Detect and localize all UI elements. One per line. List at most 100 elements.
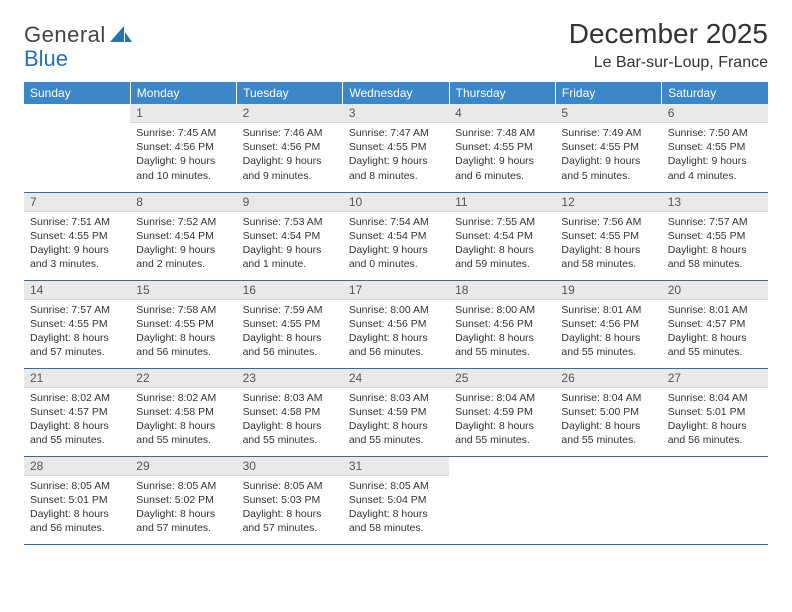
calendar-day-cell: 28Sunrise: 8:05 AMSunset: 5:01 PMDayligh…: [24, 456, 130, 544]
calendar-week-row: 21Sunrise: 8:02 AMSunset: 4:57 PMDayligh…: [24, 368, 768, 456]
calendar-week-row: 7Sunrise: 7:51 AMSunset: 4:55 PMDaylight…: [24, 192, 768, 280]
weekday-header: Wednesday: [343, 82, 449, 104]
calendar-day-cell: 2Sunrise: 7:46 AMSunset: 4:56 PMDaylight…: [237, 104, 343, 192]
day-number: 27: [662, 369, 768, 388]
day-details: Sunrise: 8:04 AMSunset: 5:00 PMDaylight:…: [555, 388, 661, 452]
calendar-day-cell: 21Sunrise: 8:02 AMSunset: 4:57 PMDayligh…: [24, 368, 130, 456]
day-details: Sunrise: 7:45 AMSunset: 4:56 PMDaylight:…: [130, 123, 236, 187]
calendar-day-cell: 20Sunrise: 8:01 AMSunset: 4:57 PMDayligh…: [662, 280, 768, 368]
day-number: 25: [449, 369, 555, 388]
calendar-day-cell: 29Sunrise: 8:05 AMSunset: 5:02 PMDayligh…: [130, 456, 236, 544]
day-details: Sunrise: 8:02 AMSunset: 4:58 PMDaylight:…: [130, 388, 236, 452]
day-details: Sunrise: 7:57 AMSunset: 4:55 PMDaylight:…: [662, 212, 768, 276]
month-title: December 2025: [569, 18, 768, 50]
calendar-day-cell: 9Sunrise: 7:53 AMSunset: 4:54 PMDaylight…: [237, 192, 343, 280]
day-number: 12: [555, 193, 661, 212]
day-details: Sunrise: 8:03 AMSunset: 4:58 PMDaylight:…: [237, 388, 343, 452]
day-details: Sunrise: 8:05 AMSunset: 5:02 PMDaylight:…: [130, 476, 236, 540]
day-number: 4: [449, 104, 555, 123]
calendar-day-cell: ..: [449, 456, 555, 544]
day-number: 31: [343, 457, 449, 476]
calendar-day-cell: 15Sunrise: 7:58 AMSunset: 4:55 PMDayligh…: [130, 280, 236, 368]
calendar-day-cell: 23Sunrise: 8:03 AMSunset: 4:58 PMDayligh…: [237, 368, 343, 456]
day-number: 10: [343, 193, 449, 212]
weekday-header: Friday: [555, 82, 661, 104]
calendar-week-row: ..1Sunrise: 7:45 AMSunset: 4:56 PMDaylig…: [24, 104, 768, 192]
day-details: Sunrise: 7:56 AMSunset: 4:55 PMDaylight:…: [555, 212, 661, 276]
day-details: Sunrise: 7:47 AMSunset: 4:55 PMDaylight:…: [343, 123, 449, 187]
weekday-header: Monday: [130, 82, 236, 104]
day-details: Sunrise: 8:03 AMSunset: 4:59 PMDaylight:…: [343, 388, 449, 452]
day-details: Sunrise: 7:53 AMSunset: 4:54 PMDaylight:…: [237, 212, 343, 276]
day-number: 18: [449, 281, 555, 300]
day-details: Sunrise: 7:49 AMSunset: 4:55 PMDaylight:…: [555, 123, 661, 187]
day-details: Sunrise: 8:05 AMSunset: 5:03 PMDaylight:…: [237, 476, 343, 540]
day-number: 8: [130, 193, 236, 212]
day-details: Sunrise: 8:04 AMSunset: 5:01 PMDaylight:…: [662, 388, 768, 452]
calendar-week-row: 28Sunrise: 8:05 AMSunset: 5:01 PMDayligh…: [24, 456, 768, 544]
logo-sail-icon: [110, 26, 132, 49]
location: Le Bar-sur-Loup, France: [569, 54, 768, 72]
logo-word1: General: [24, 24, 106, 46]
day-details: Sunrise: 7:46 AMSunset: 4:56 PMDaylight:…: [237, 123, 343, 187]
day-number: 15: [130, 281, 236, 300]
calendar-day-cell: ..: [555, 456, 661, 544]
day-number: 22: [130, 369, 236, 388]
day-number: 26: [555, 369, 661, 388]
day-number: 30: [237, 457, 343, 476]
calendar-day-cell: 11Sunrise: 7:55 AMSunset: 4:54 PMDayligh…: [449, 192, 555, 280]
calendar-day-cell: 3Sunrise: 7:47 AMSunset: 4:55 PMDaylight…: [343, 104, 449, 192]
weekday-header: Sunday: [24, 82, 130, 104]
weekday-header: Saturday: [662, 82, 768, 104]
logo-word2: Blue: [24, 46, 68, 72]
day-number: 28: [24, 457, 130, 476]
day-details: Sunrise: 7:54 AMSunset: 4:54 PMDaylight:…: [343, 212, 449, 276]
calendar-day-cell: 30Sunrise: 8:05 AMSunset: 5:03 PMDayligh…: [237, 456, 343, 544]
calendar-day-cell: 25Sunrise: 8:04 AMSunset: 4:59 PMDayligh…: [449, 368, 555, 456]
calendar-day-cell: 1Sunrise: 7:45 AMSunset: 4:56 PMDaylight…: [130, 104, 236, 192]
day-number: 16: [237, 281, 343, 300]
calendar-day-cell: 5Sunrise: 7:49 AMSunset: 4:55 PMDaylight…: [555, 104, 661, 192]
calendar-day-cell: 18Sunrise: 8:00 AMSunset: 4:56 PMDayligh…: [449, 280, 555, 368]
day-number: 1: [130, 104, 236, 123]
logo: General: [24, 18, 134, 49]
calendar-day-cell: 4Sunrise: 7:48 AMSunset: 4:55 PMDaylight…: [449, 104, 555, 192]
calendar-day-cell: 6Sunrise: 7:50 AMSunset: 4:55 PMDaylight…: [662, 104, 768, 192]
day-number: 3: [343, 104, 449, 123]
day-details: Sunrise: 8:01 AMSunset: 4:56 PMDaylight:…: [555, 300, 661, 364]
day-number: 5: [555, 104, 661, 123]
day-details: Sunrise: 8:00 AMSunset: 4:56 PMDaylight:…: [343, 300, 449, 364]
calendar-day-cell: 12Sunrise: 7:56 AMSunset: 4:55 PMDayligh…: [555, 192, 661, 280]
day-number: 21: [24, 369, 130, 388]
day-details: Sunrise: 8:01 AMSunset: 4:57 PMDaylight:…: [662, 300, 768, 364]
weekday-header: Tuesday: [237, 82, 343, 104]
day-number: 24: [343, 369, 449, 388]
calendar-day-cell: 14Sunrise: 7:57 AMSunset: 4:55 PMDayligh…: [24, 280, 130, 368]
day-number: 9: [237, 193, 343, 212]
day-number: 13: [662, 193, 768, 212]
calendar-day-cell: 19Sunrise: 8:01 AMSunset: 4:56 PMDayligh…: [555, 280, 661, 368]
day-details: Sunrise: 7:57 AMSunset: 4:55 PMDaylight:…: [24, 300, 130, 364]
day-details: Sunrise: 7:51 AMSunset: 4:55 PMDaylight:…: [24, 212, 130, 276]
day-number: 23: [237, 369, 343, 388]
calendar-table: Sunday Monday Tuesday Wednesday Thursday…: [24, 82, 768, 545]
header: General December 2025 Le Bar-sur-Loup, F…: [24, 18, 768, 72]
calendar-day-cell: ..: [24, 104, 130, 192]
day-number: 11: [449, 193, 555, 212]
weekday-header-row: Sunday Monday Tuesday Wednesday Thursday…: [24, 82, 768, 104]
day-number: 19: [555, 281, 661, 300]
calendar-day-cell: 26Sunrise: 8:04 AMSunset: 5:00 PMDayligh…: [555, 368, 661, 456]
day-details: Sunrise: 7:52 AMSunset: 4:54 PMDaylight:…: [130, 212, 236, 276]
day-number: 14: [24, 281, 130, 300]
day-number: 17: [343, 281, 449, 300]
day-details: Sunrise: 7:58 AMSunset: 4:55 PMDaylight:…: [130, 300, 236, 364]
day-number: 20: [662, 281, 768, 300]
calendar-day-cell: 17Sunrise: 8:00 AMSunset: 4:56 PMDayligh…: [343, 280, 449, 368]
day-details: Sunrise: 7:50 AMSunset: 4:55 PMDaylight:…: [662, 123, 768, 187]
calendar-day-cell: ..: [662, 456, 768, 544]
day-number: 6: [662, 104, 768, 123]
calendar-day-cell: 7Sunrise: 7:51 AMSunset: 4:55 PMDaylight…: [24, 192, 130, 280]
day-details: Sunrise: 7:55 AMSunset: 4:54 PMDaylight:…: [449, 212, 555, 276]
calendar-day-cell: 13Sunrise: 7:57 AMSunset: 4:55 PMDayligh…: [662, 192, 768, 280]
calendar-day-cell: 16Sunrise: 7:59 AMSunset: 4:55 PMDayligh…: [237, 280, 343, 368]
